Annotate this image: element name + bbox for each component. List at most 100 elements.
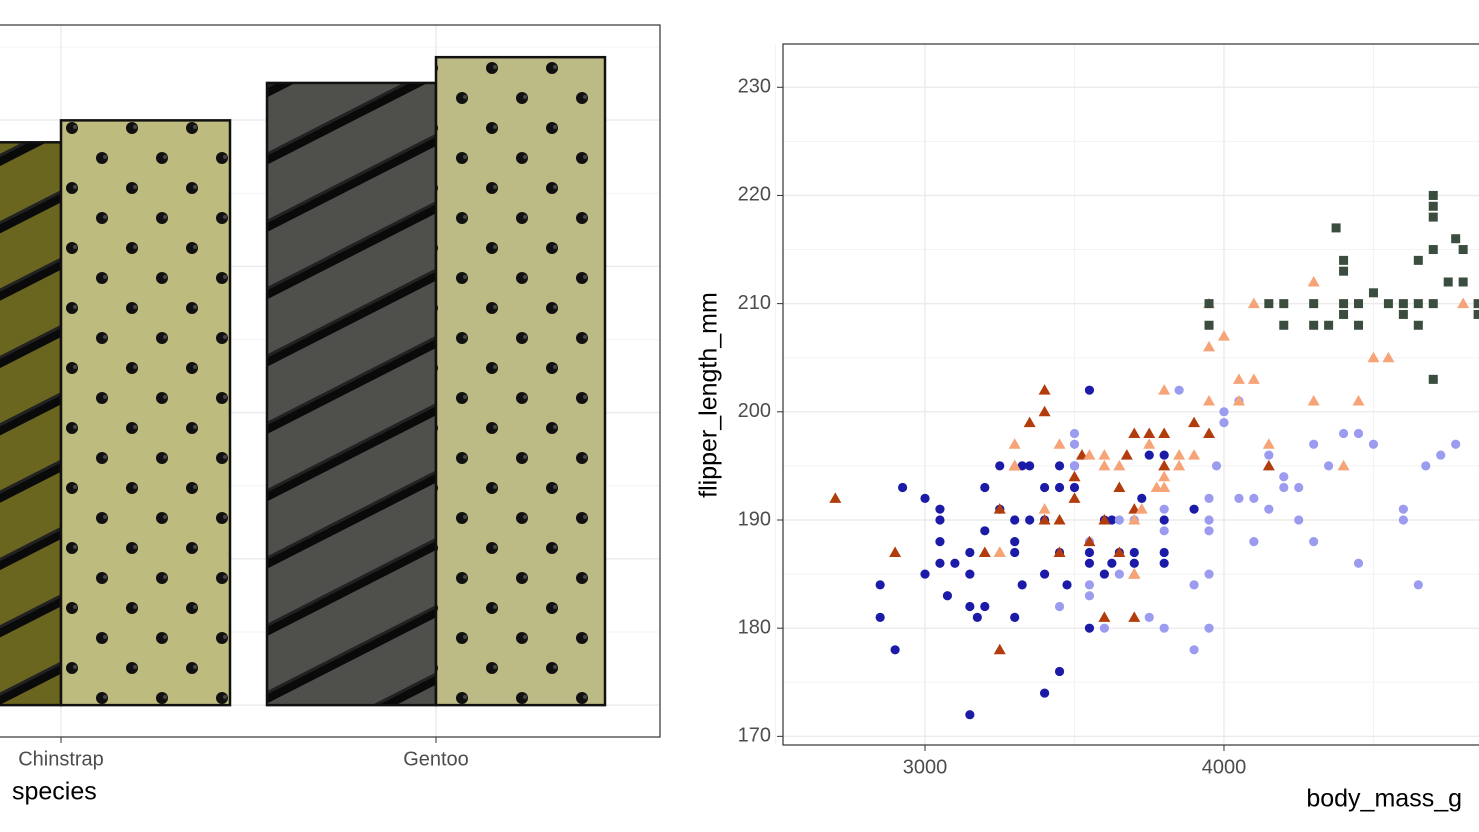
- point: [993, 546, 1006, 557]
- point: [1010, 515, 1020, 525]
- point: [1188, 416, 1201, 428]
- point: [1188, 449, 1201, 460]
- point: [1008, 438, 1021, 449]
- point: [1025, 515, 1035, 525]
- point: [1017, 580, 1027, 590]
- point: [1159, 504, 1169, 514]
- point: [1158, 470, 1171, 482]
- point: [1084, 547, 1095, 558]
- point: [1068, 470, 1081, 482]
- point: [1039, 482, 1050, 493]
- point: [1428, 190, 1438, 200]
- point: [1249, 493, 1259, 503]
- point: [1128, 427, 1141, 438]
- panel-border: [782, 43, 1479, 746]
- point: [1247, 297, 1260, 309]
- point: [1158, 427, 1171, 438]
- point: [1279, 482, 1289, 493]
- point: [1038, 503, 1051, 514]
- point: [1069, 439, 1080, 449]
- point: [1114, 515, 1124, 525]
- point: [1129, 547, 1139, 558]
- point: [972, 612, 982, 622]
- y-tick-label: 220: [738, 184, 771, 206]
- point: [1069, 482, 1080, 493]
- point: [1158, 384, 1171, 395]
- point: [1038, 513, 1051, 525]
- point: [1114, 569, 1124, 579]
- point: [1279, 320, 1289, 330]
- point: [1054, 461, 1065, 471]
- point: [1309, 439, 1319, 449]
- point: [1204, 299, 1214, 309]
- point: [1084, 623, 1095, 633]
- point: [1247, 373, 1260, 384]
- point: [1107, 515, 1117, 525]
- point: [1219, 407, 1229, 417]
- point: [980, 482, 990, 493]
- point: [1211, 461, 1222, 471]
- point: [1352, 394, 1365, 406]
- x-tick-label: 4000: [1202, 756, 1247, 778]
- point: [897, 482, 908, 493]
- bar-pattern: [265, 81, 438, 707]
- point: [1353, 428, 1364, 439]
- bar-pattern: [0, 141, 63, 707]
- point: [1421, 461, 1431, 471]
- point: [1158, 459, 1171, 471]
- point: [1203, 394, 1216, 406]
- point: [1398, 309, 1408, 319]
- point: [1023, 416, 1036, 428]
- point: [1294, 515, 1304, 525]
- point: [1203, 427, 1216, 438]
- point: [1159, 547, 1169, 558]
- point: [1309, 537, 1319, 547]
- point: [1144, 612, 1154, 622]
- point: [1159, 623, 1169, 633]
- x-tick-label: Chinstrap: [18, 748, 104, 770]
- point: [1083, 535, 1096, 547]
- x-axis-title: species: [12, 778, 97, 806]
- point: [1324, 320, 1334, 330]
- point: [1010, 547, 1020, 558]
- bar-pattern: [59, 119, 232, 707]
- point: [1307, 394, 1320, 406]
- point: [1443, 277, 1453, 287]
- point: [1038, 405, 1051, 417]
- point: [965, 547, 975, 558]
- point: [1204, 320, 1214, 330]
- point: [978, 546, 991, 557]
- point: [993, 503, 1006, 514]
- x-tick-label: Gentoo: [403, 748, 469, 770]
- point: [1159, 515, 1169, 525]
- point: [920, 493, 930, 503]
- point: [1204, 623, 1214, 633]
- point: [1120, 449, 1133, 460]
- point: [1309, 320, 1319, 330]
- point: [1017, 461, 1027, 471]
- point: [1204, 493, 1214, 503]
- point: [1135, 503, 1148, 514]
- point: [980, 601, 990, 612]
- point: [935, 504, 945, 514]
- point: [1262, 459, 1275, 471]
- point: [889, 546, 902, 557]
- y-tick-label: 170: [738, 725, 771, 747]
- point: [1413, 580, 1423, 590]
- x-axis-title: body_mass_g: [1306, 785, 1462, 813]
- point: [1025, 461, 1035, 471]
- point: [1128, 513, 1141, 525]
- point: [1428, 212, 1438, 222]
- point: [1368, 439, 1379, 449]
- point: [980, 526, 990, 536]
- point: [1083, 449, 1096, 460]
- point: [1069, 428, 1080, 439]
- point: [1098, 449, 1111, 460]
- point: [965, 710, 975, 720]
- point: [1339, 266, 1349, 276]
- point: [1113, 481, 1126, 493]
- panel-border: [0, 24, 661, 738]
- point: [1008, 459, 1021, 471]
- point: [1234, 493, 1244, 503]
- point: [1382, 351, 1395, 363]
